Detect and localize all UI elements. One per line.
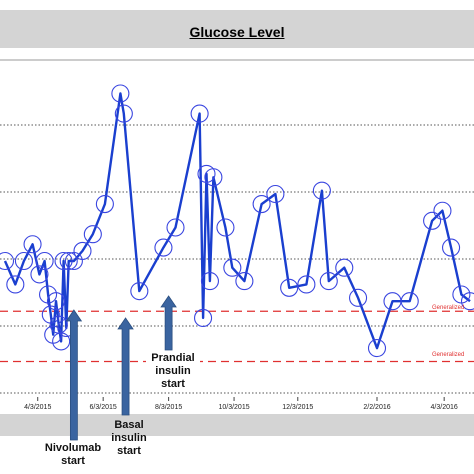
x-axis-band [0,414,474,436]
data-point [194,308,213,328]
data-point [235,272,254,291]
data-point [216,218,235,237]
data-point [83,225,102,244]
x-tick-label: 4/3/2016 [431,404,458,411]
annotation-arrows [65,295,177,441]
data-point [200,272,219,291]
data-point [30,265,49,284]
data-point [400,292,419,311]
x-tick-label: 2/2/2016 [363,404,390,411]
data-point [349,288,368,307]
data-point [46,292,66,311]
x-tick-label: 8/3/2015 [155,404,182,411]
data-point [460,292,474,311]
data-point [130,282,149,301]
data-point [442,238,461,257]
title-band [0,10,474,48]
x-tick-label: 6/3/2015 [90,404,117,411]
data-point [52,332,71,351]
data-point [166,218,185,237]
data-point [111,84,130,103]
annotation-line: Nivolumab [44,442,102,454]
data-point [423,211,442,230]
data-point [204,168,223,187]
data-point [23,235,42,254]
annotation-line: Prandial [151,352,195,364]
data-point [59,251,78,271]
data-point [319,272,338,291]
x-tick-label: 10/3/2015 [218,404,249,411]
reference-line-label: Generalized [432,305,465,311]
data-point [54,251,73,271]
annotation-line: start [161,378,185,390]
annotation-line: start [61,455,85,467]
reference-line-label: Generalized [432,352,465,358]
data-point [280,278,299,297]
annotation-line: start [117,445,141,457]
data-point [335,258,354,277]
data-point [252,195,271,214]
data-point [35,251,54,271]
annotation-line: Basal insulin [111,419,147,444]
annotation-arrow [65,309,83,441]
reference-lines [0,310,474,363]
data-point [223,258,242,277]
annotation-line: insulin [155,365,191,377]
data-point [14,251,33,271]
series-line [3,92,471,350]
series-glucose [0,84,474,358]
data-point [312,181,331,200]
x-tick-label: 4/3/2015 [24,404,51,411]
x-axis-ticks: 4/3/2015 6/3/2015 8/3/2015 10/3/2015 12/3/20… [24,397,458,411]
data-point [114,104,133,123]
annotation-arrow [160,295,177,351]
data-point [6,275,25,294]
data-point [154,238,173,257]
data-point [0,251,15,271]
data-point [95,195,114,214]
annotation-nivolumab-start: Nivolumab start [40,442,106,468]
data-point [190,104,209,123]
annotation-arrow [117,317,134,416]
x-tick-label: 12/3/2015 [282,404,313,411]
data-point [266,184,285,204]
chart-title: Glucose Level [189,24,285,40]
gridlines [0,59,474,394]
data-point [433,201,452,220]
data-point [367,339,387,358]
annotation-basal-insulin-start: Basal insulin start [96,419,162,458]
data-point [73,241,92,260]
annotation-prandial-insulin-start: Prandial insulin start [146,352,200,391]
data-point [297,275,316,294]
